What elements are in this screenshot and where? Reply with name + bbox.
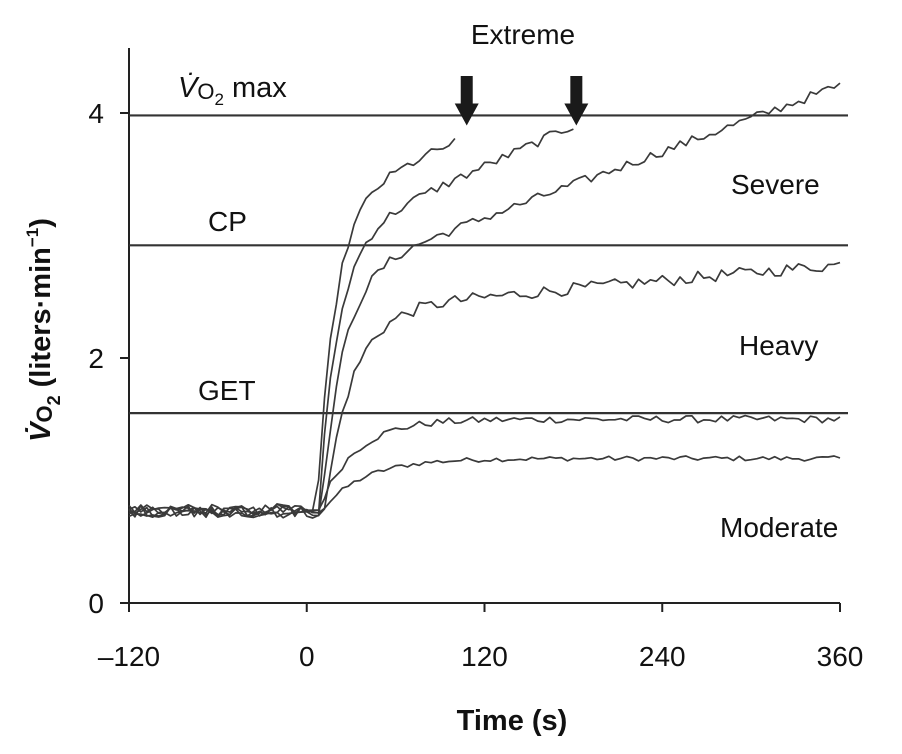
x-axis-title: Time (s) <box>457 705 568 737</box>
x-tick-label: 240 <box>639 641 686 672</box>
heavy-label: Heavy <box>739 330 818 361</box>
y-tick-label: 0 <box>88 588 104 619</box>
x-tick-label: –120 <box>98 641 160 672</box>
y-tick-label: 4 <box>88 98 104 129</box>
y-axis-title: V̇O2 (liters·min−1) <box>23 218 64 442</box>
extreme-arrow-2 <box>564 76 589 126</box>
x-tick-label: 120 <box>461 641 508 672</box>
get-label: GET <box>198 375 256 406</box>
extreme-label: Extreme <box>471 19 575 50</box>
series-line-extreme-2 <box>128 137 456 517</box>
cp-label: CP <box>208 206 247 237</box>
moderate-label: Moderate <box>720 512 838 543</box>
series-line-severe <box>128 82 841 518</box>
series-line-moderate-2 <box>128 414 841 517</box>
y-tick-label: 2 <box>88 343 104 374</box>
x-tick-label: 360 <box>817 641 864 672</box>
x-tick-label: 0 <box>299 641 315 672</box>
vo2max-label: V̇O2 max <box>178 72 287 109</box>
severe-label: Severe <box>731 169 820 200</box>
extreme-arrow-1 <box>454 76 479 126</box>
series-line-extreme-1 <box>128 128 574 519</box>
